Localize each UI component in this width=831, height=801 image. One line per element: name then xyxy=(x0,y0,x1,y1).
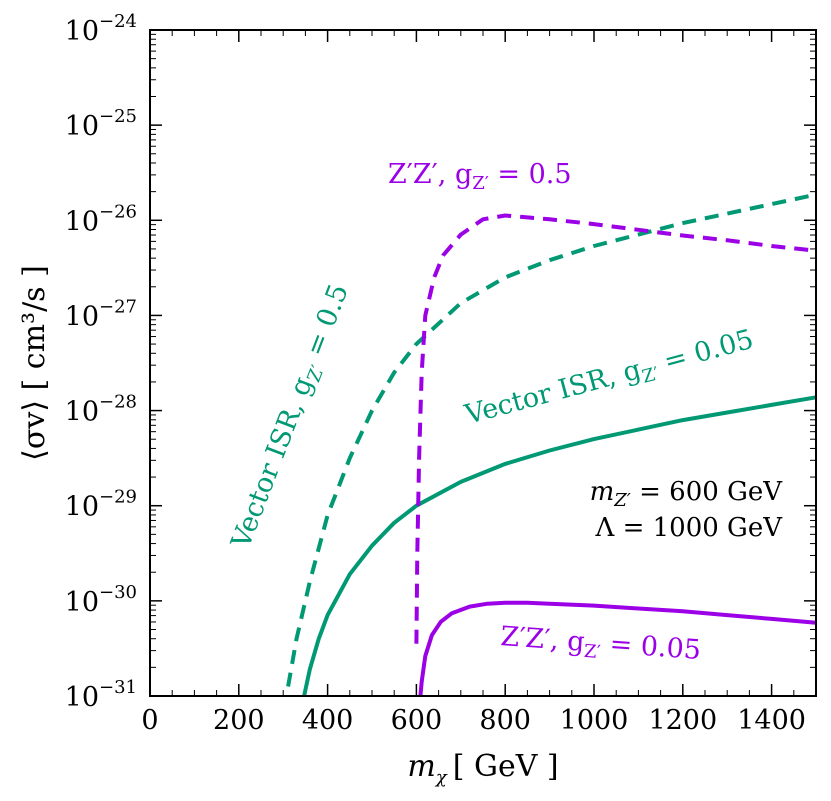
x-tick-label: 1000 xyxy=(560,705,629,736)
y-tick-label: 10−25 xyxy=(65,106,137,142)
info-lambda-line: Λ = 1000 GeV xyxy=(595,513,784,543)
y-tick-label: 10−24 xyxy=(65,11,137,47)
x-tick-label: 200 xyxy=(213,705,265,736)
label-isr-0.05: Vector ISR, gZ′ = 0.05 xyxy=(461,324,758,435)
x-tick-label: 400 xyxy=(302,705,354,736)
y-tick-label: 10−27 xyxy=(65,296,137,332)
curve-series-1 xyxy=(302,395,817,697)
x-tick-label: 1400 xyxy=(737,705,806,736)
x-tick-label: 0 xyxy=(141,705,158,736)
info-mass-line: mZ′ = 600 GeV xyxy=(590,477,784,511)
y-tick-label: 10−28 xyxy=(65,392,137,428)
x-tick-label: 600 xyxy=(391,705,443,736)
y-tick-label: 10−30 xyxy=(65,582,137,618)
curves-layer xyxy=(286,192,817,697)
curve-series-2 xyxy=(414,213,817,644)
x-tick-label: 800 xyxy=(479,705,531,736)
x-axis-title: mχ[ GeV ] xyxy=(407,749,558,788)
plot-frame xyxy=(149,29,817,697)
x-tick-label: 1200 xyxy=(648,705,717,736)
x-tick-labels: 0 200 400 600 800 1000 1200 1400 xyxy=(141,705,806,736)
y-axis-title: ⟨σv⟩ [ cm³/s ] xyxy=(17,265,52,461)
label-isr-0.5: Vector ISR, gZ′ = 0.5 xyxy=(225,280,358,555)
curve-series-3 xyxy=(418,600,817,697)
label-zz-0.5: Z′Z′, gZ′ = 0.5 xyxy=(388,159,572,194)
y-tick-label: 10−31 xyxy=(65,677,137,713)
y-tick-labels: 10−31 10−30 10−29 10−28 10−27 10−26 10−25 10−24 xyxy=(65,11,137,713)
curve-series-0 xyxy=(286,192,817,687)
y-tick-label: 10−29 xyxy=(65,487,137,523)
y-tick-label: 10−26 xyxy=(65,201,137,237)
label-zz-0.05: Z′Z′, gZ′ = 0.05 xyxy=(499,621,702,670)
